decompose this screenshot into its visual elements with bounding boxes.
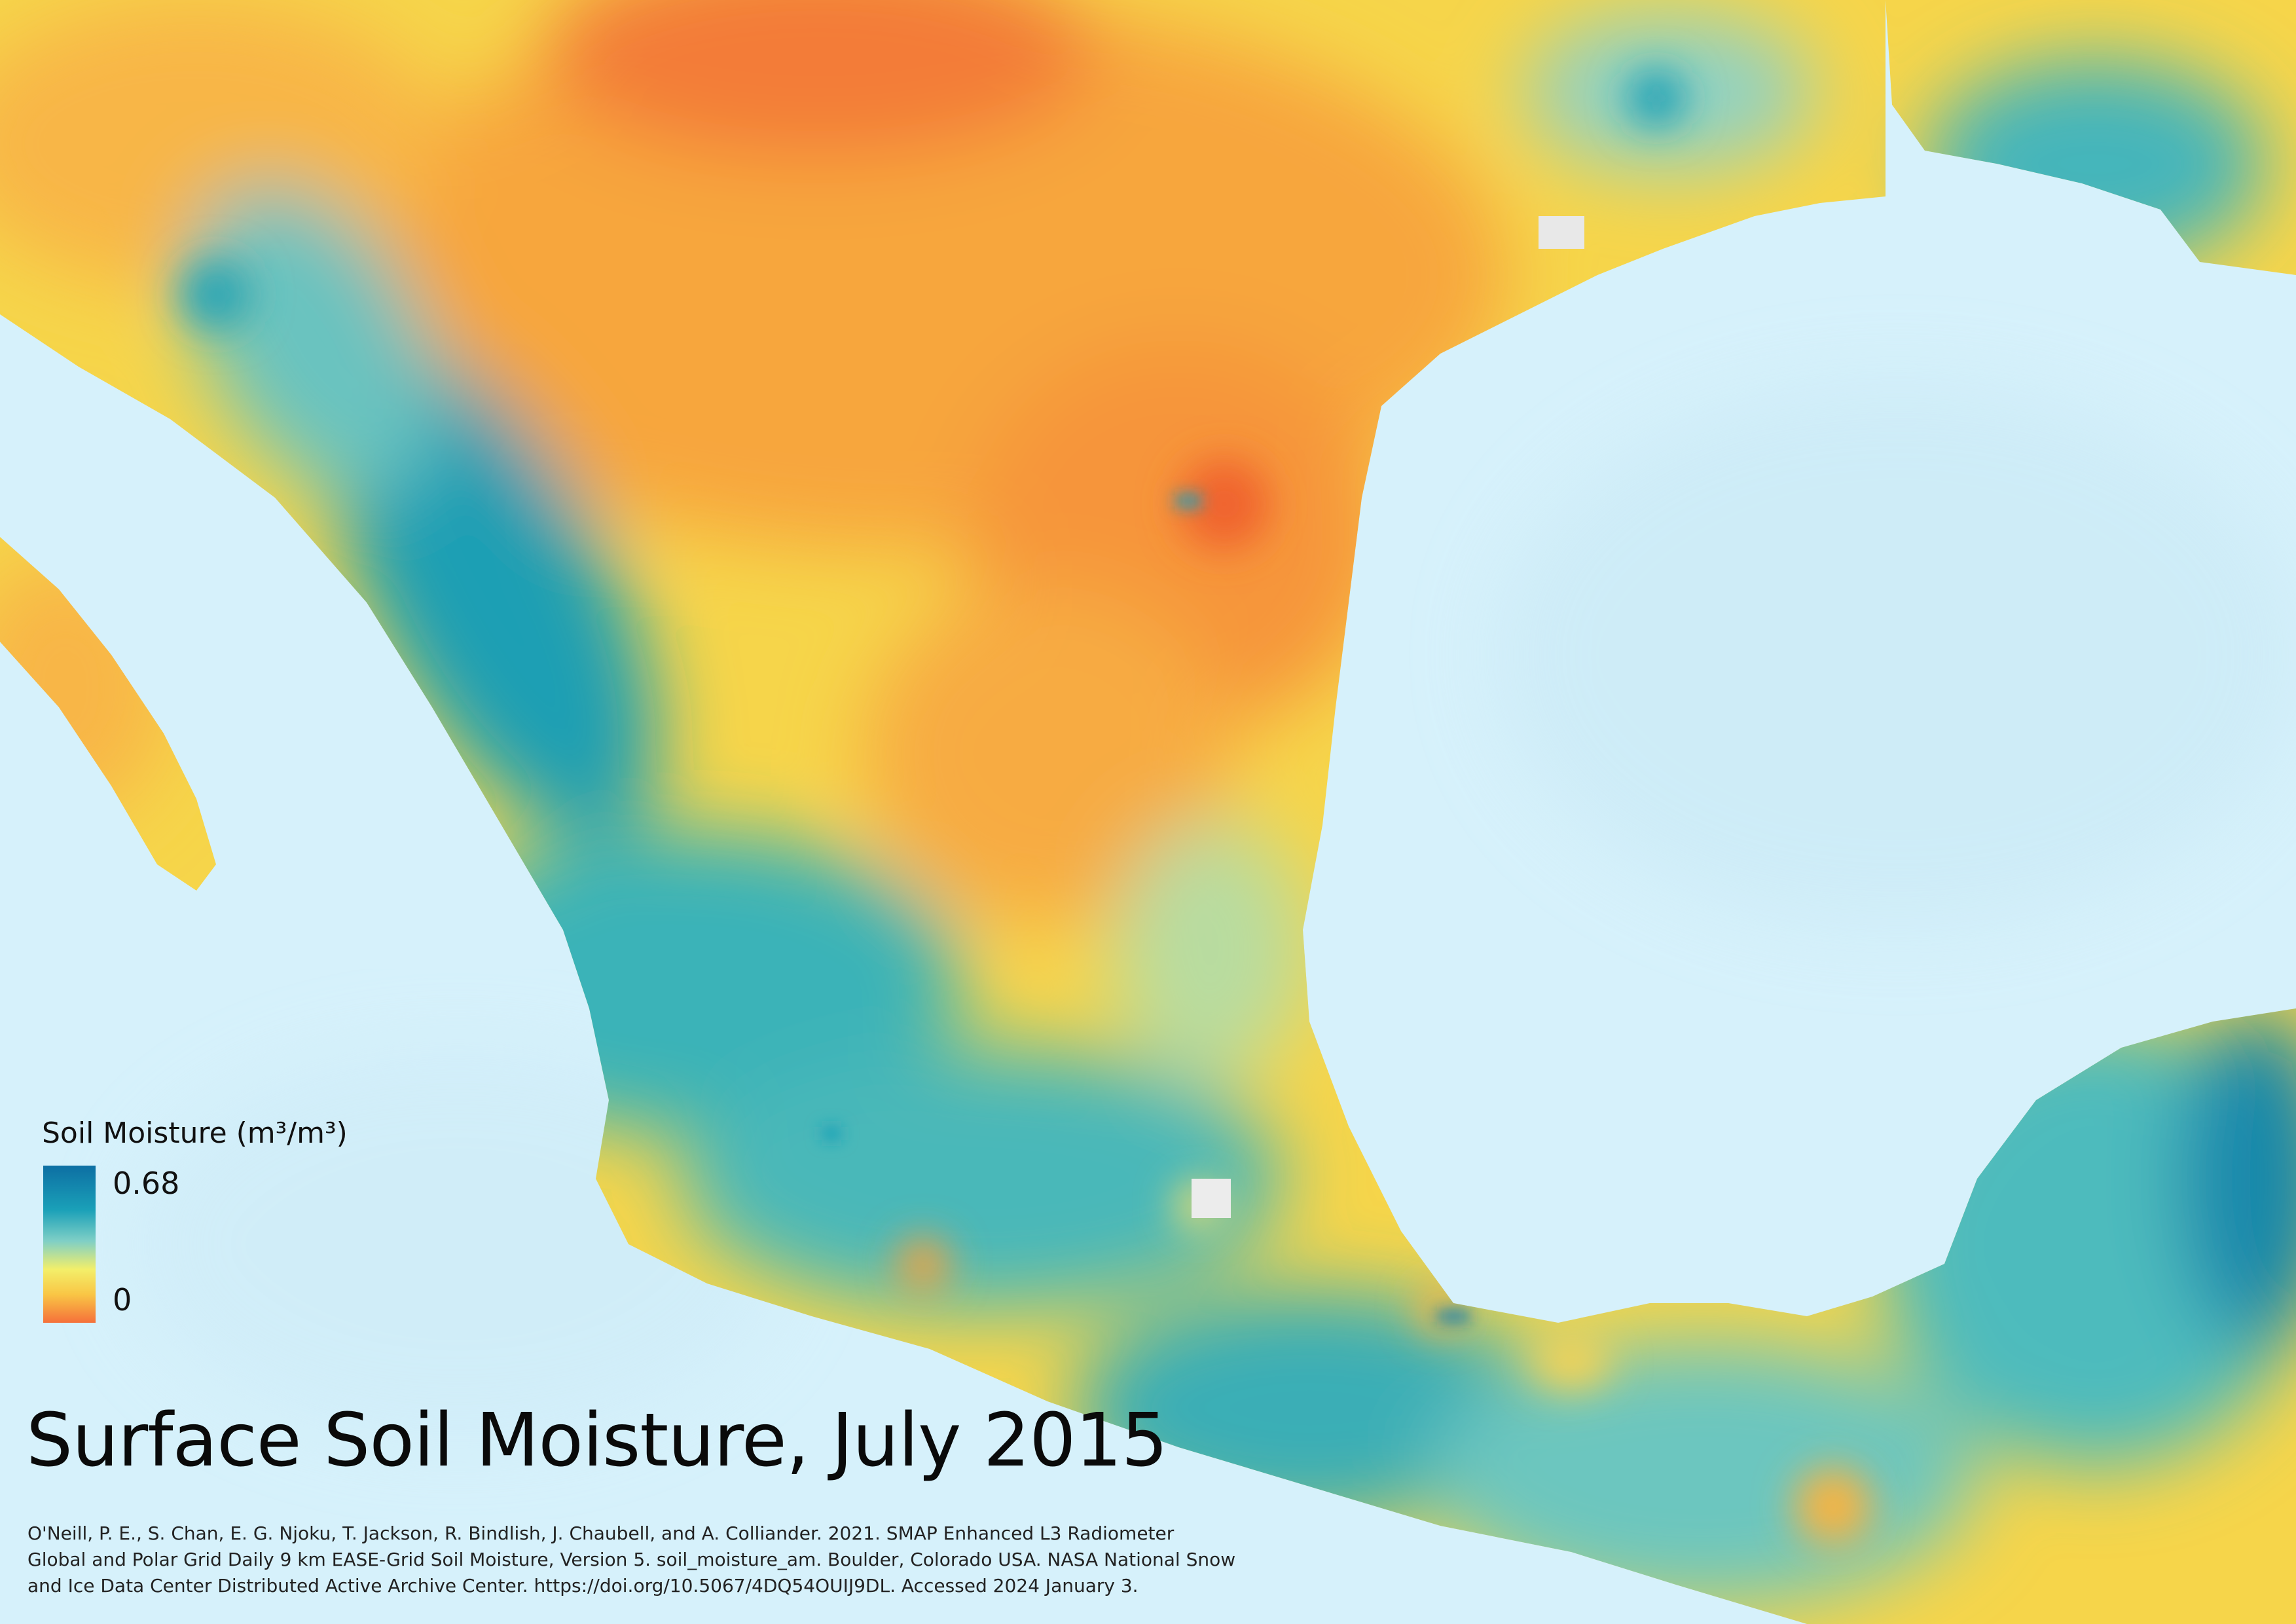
legend-min-label: 0: [113, 1282, 132, 1318]
citation-line: Global and Polar Grid Daily 9 km EASE-Gr…: [27, 1549, 1236, 1570]
legend-color-ramp: [43, 1166, 96, 1323]
citation-line: O'Neill, P. E., S. Chan, E. G. Njoku, T.…: [27, 1522, 1175, 1544]
map-title: Surface Soil Moisture, July 2015: [26, 1398, 1168, 1483]
basemap-place-labels: [1192, 216, 1584, 1218]
citation: O'Neill, P. E., S. Chan, E. G. Njoku, T.…: [27, 1521, 1376, 1599]
citation-line: and Ice Data Center Distributed Active A…: [27, 1575, 1139, 1596]
legend-max-label: 0.68: [113, 1166, 180, 1201]
legend-title: Soil Moisture (m³/m³): [42, 1116, 348, 1150]
